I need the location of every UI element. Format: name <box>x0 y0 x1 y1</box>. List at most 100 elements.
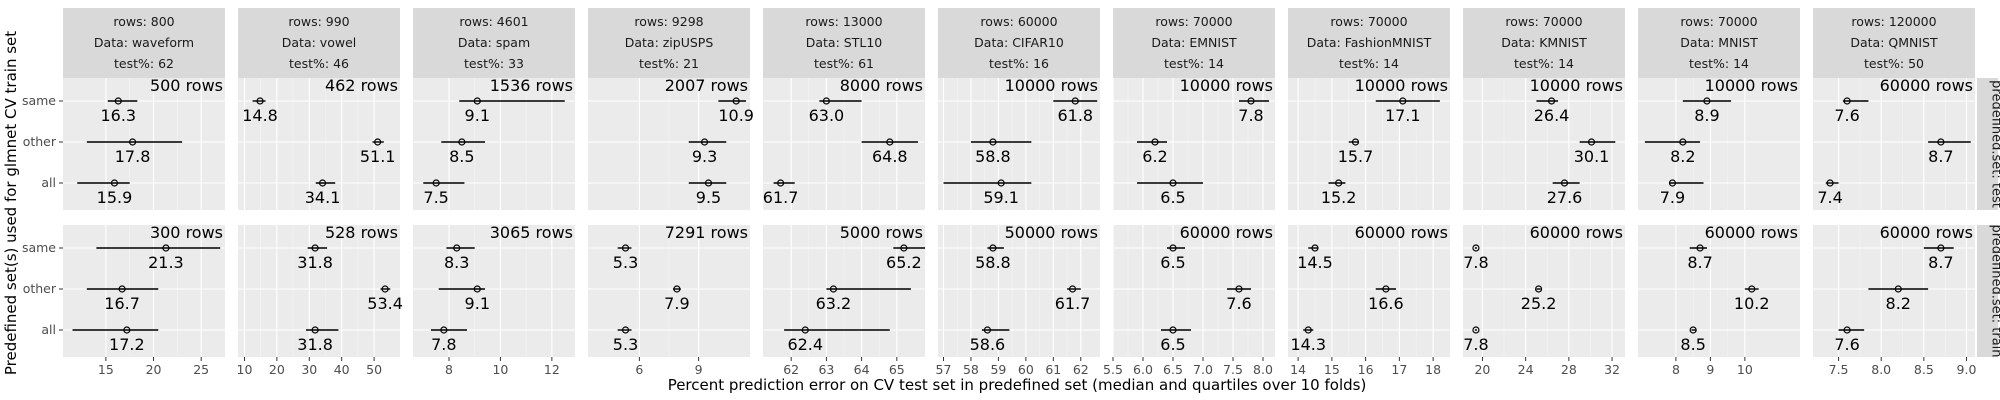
median-value-label: 9.3 <box>692 147 717 166</box>
column-strip-label: Data: EMNIST <box>1151 35 1237 50</box>
column-strip-label: test%: 16 <box>989 56 1049 71</box>
column-strip-label: rows: 70000 <box>1330 14 1407 29</box>
y-tick-label: other <box>23 281 57 296</box>
median-point <box>704 179 713 187</box>
rows-count-label: 10000 rows <box>1530 76 1623 95</box>
median-value-label: 64.8 <box>872 147 908 166</box>
rows-count-label: 528 rows <box>325 223 398 242</box>
median-point <box>311 244 319 252</box>
median-point <box>123 326 131 334</box>
x-tick-label: 63 <box>818 362 834 377</box>
median-value-label: 8.2 <box>1670 147 1695 166</box>
median-point <box>1304 326 1312 334</box>
median-value-label: 14.8 <box>242 106 278 125</box>
median-point <box>440 326 448 334</box>
x-tick-label: 9 <box>1706 362 1714 377</box>
column-strip-label: Data: MNIST <box>1680 35 1758 50</box>
x-tick-label: 60 <box>1018 362 1034 377</box>
median-value-label: 6.5 <box>1160 335 1185 354</box>
column-strip-label: rows: 70000 <box>1155 14 1232 29</box>
rows-count-label: 10000 rows <box>1355 76 1448 95</box>
column-strip-bg <box>1638 8 1800 78</box>
column-strip: rows: 120000 Data: QMNIST test%: 50 <box>1813 8 1975 78</box>
median-point <box>432 179 440 187</box>
column-strip: rows: 9298 Data: zipUSPS test%: 21 <box>588 8 750 78</box>
column-strip: rows: 70000 Data: EMNIST test%: 14 <box>1113 8 1275 78</box>
panel-background <box>1288 78 1450 210</box>
median-value-label: 8.3 <box>444 253 469 272</box>
median-value-label: 63.2 <box>816 294 852 313</box>
median-value-label: 16.3 <box>100 106 136 125</box>
median-point <box>673 285 681 293</box>
column-strip-label: test%: 62 <box>114 56 174 71</box>
y-tick-label: same <box>22 93 56 108</box>
x-tick-label: 17 <box>1391 362 1407 377</box>
median-point <box>1151 138 1159 146</box>
column-strip-label: test%: 50 <box>1864 56 1924 71</box>
median-value-label: 31.8 <box>297 253 333 272</box>
column-strip-bg <box>1113 8 1275 78</box>
median-value-label: 17.2 <box>109 335 145 354</box>
median-point <box>1703 97 1711 105</box>
x-tick-label: 62 <box>783 362 799 377</box>
column-strip-label: test%: 14 <box>1339 56 1399 71</box>
rows-count-label: 2007 rows <box>665 76 748 95</box>
median-point <box>1071 97 1079 105</box>
column-strip-label: Data: STL10 <box>806 35 883 50</box>
median-value-label: 15.2 <box>1321 188 1357 207</box>
column-strip-label: rows: 120000 <box>1851 14 1936 29</box>
facet-panel: 2007 rows 10.9 9.3 9.5 <box>588 76 754 210</box>
x-axis-title: Percent prediction error on CV test set … <box>668 376 1367 394</box>
median-point <box>318 179 327 187</box>
rows-count-label: 7291 rows <box>665 223 748 242</box>
panel-background <box>1113 225 1275 357</box>
column-strip-bg <box>413 8 575 78</box>
column-strip: rows: 4601 Data: spam test%: 33 <box>413 8 575 78</box>
column-strip: rows: 70000 Data: FashionMNIST test%: 14 <box>1288 8 1450 78</box>
x-tick-label: 40 <box>334 362 350 377</box>
rows-count-label: 462 rows <box>325 76 398 95</box>
facet-panel: 3065 rows 8.3 9.1 7.8 <box>413 223 575 357</box>
column-strip: rows: 13000 Data: STL10 test%: 61 <box>763 8 925 78</box>
median-value-label: 7.5 <box>423 188 448 207</box>
row-strip-bg <box>1977 78 1998 210</box>
median-value-label: 14.5 <box>1297 253 1333 272</box>
panel-background <box>1813 225 1975 357</box>
x-tick-label: 9 <box>695 362 703 377</box>
rows-count-label: 5000 rows <box>840 223 923 242</box>
column-strip-bg <box>1288 8 1450 78</box>
median-point <box>829 285 838 293</box>
panel-background <box>938 225 1100 357</box>
median-point <box>1843 97 1851 105</box>
median-value-label: 6.2 <box>1142 147 1167 166</box>
median-point <box>1894 285 1902 293</box>
median-point <box>1351 138 1360 146</box>
median-value-label: 5.3 <box>613 335 638 354</box>
x-tick-label: 64 <box>854 362 870 377</box>
y-tick-label: all <box>41 175 56 190</box>
median-value-label: 15.9 <box>97 188 133 207</box>
median-value-label: 58.8 <box>975 253 1011 272</box>
column-strip-bg <box>763 8 925 78</box>
column-strip-label: Data: QMNIST <box>1850 35 1938 50</box>
y-tick-label: all <box>41 322 56 337</box>
column-strip-label: Data: zipUSPS <box>625 35 714 50</box>
median-value-label: 58.8 <box>975 147 1011 166</box>
median-value-label: 7.4 <box>1817 188 1842 207</box>
rows-count-label: 10000 rows <box>1180 76 1273 95</box>
column-strip-label: Data: spam <box>458 35 530 50</box>
median-point <box>1696 244 1704 252</box>
panel-background <box>63 225 225 357</box>
rows-count-label: 60000 rows <box>1880 223 1973 242</box>
median-value-label: 7.6 <box>1834 106 1859 125</box>
median-point <box>1472 244 1480 252</box>
median-point <box>374 138 382 146</box>
column-strip: rows: 800 Data: waveform test%: 62 <box>63 8 225 78</box>
panel-background <box>413 78 575 210</box>
median-point <box>997 179 1005 187</box>
column-strip-bg <box>63 8 225 78</box>
median-value-label: 14.3 <box>1290 335 1326 354</box>
x-tick-label: 9.0 <box>1957 362 1977 377</box>
x-tick-label: 59 <box>990 362 1006 377</box>
